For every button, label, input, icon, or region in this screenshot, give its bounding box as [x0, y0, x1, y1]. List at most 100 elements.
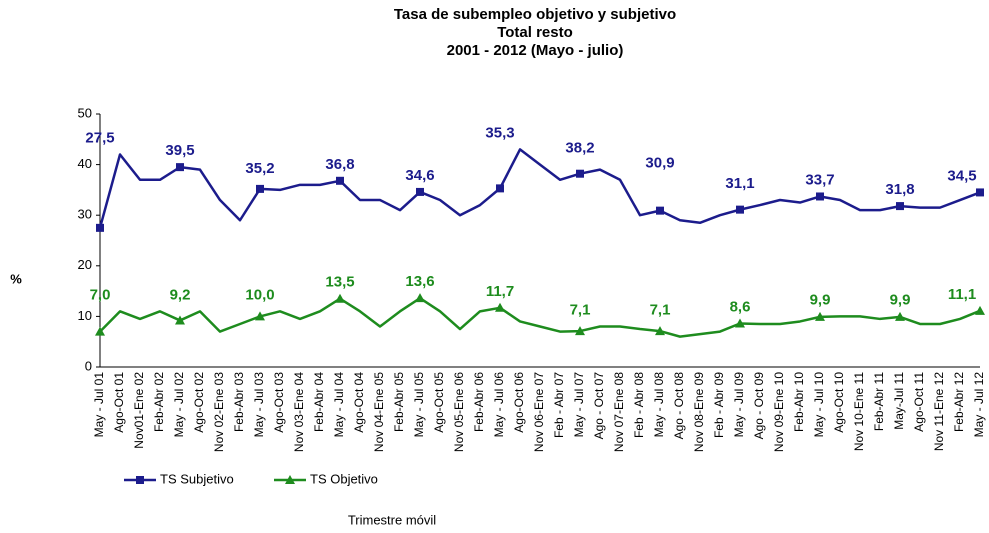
x-tick-label: May-Jul 11	[892, 372, 906, 430]
point	[736, 205, 744, 214]
data-label: 33,7	[805, 171, 834, 188]
x-tick-label: May - Jul 05	[412, 372, 426, 438]
x-tick-label: Ago-Oct 01	[112, 372, 126, 433]
point	[815, 311, 825, 321]
x-tick-label: Ago - Oct 09	[752, 372, 766, 440]
x-tick-label: Ago - Oct 08	[672, 372, 686, 440]
y-tick-label: 10	[78, 308, 92, 323]
x-tick-label: May - Jul 01	[92, 372, 106, 438]
point	[576, 169, 584, 178]
point	[335, 293, 345, 303]
data-label: 36,8	[325, 156, 354, 173]
x-tick-label: Ago - Oct 07	[592, 372, 606, 440]
legend-marker	[285, 475, 295, 484]
data-label: 31,8	[885, 181, 914, 198]
x-tick-label: May - Jul 04	[332, 372, 346, 438]
x-tick-label: Nov 02-Ene 03	[212, 372, 226, 452]
data-label: 34,5	[947, 167, 976, 184]
point	[656, 206, 664, 215]
point	[496, 184, 504, 193]
x-tick-label: Feb-Abr 04	[312, 372, 326, 432]
y-tick-label: 40	[78, 156, 92, 171]
point	[95, 326, 105, 336]
data-label: 27,5	[85, 129, 114, 146]
x-tick-label: May - Jul 03	[252, 372, 266, 438]
data-label: 38,2	[565, 140, 594, 157]
point	[176, 163, 184, 172]
point	[975, 305, 985, 315]
x-tick-label: Feb-Abr 03	[232, 372, 246, 432]
x-tick-label: Feb - Abr 08	[632, 372, 646, 438]
legend-marker	[136, 476, 144, 484]
x-tick-label: May - Jul 02	[172, 372, 186, 438]
x-tick-label: Nov 11-Ene 12	[932, 372, 946, 451]
legend-label: TS Subjetivo	[160, 471, 234, 486]
x-tick-label: Ago-Oct 02	[192, 372, 206, 433]
data-label: 13,6	[405, 273, 434, 290]
series-line	[98, 148, 981, 229]
x-tick-label: Ago-Oct 03	[272, 372, 286, 433]
point	[816, 192, 824, 201]
y-axis-label: %	[10, 271, 22, 286]
x-tick-label: Feb-Abr 10	[792, 372, 806, 432]
legend-label: TS Objetivo	[310, 471, 378, 486]
data-label: 30,9	[645, 155, 674, 172]
x-tick-label: Nov01-Ene 02	[132, 372, 146, 449]
series-line	[99, 296, 981, 338]
point	[175, 315, 185, 325]
y-tick-label: 30	[78, 207, 92, 222]
x-tick-label: May - Jul 09	[732, 372, 746, 438]
x-tick-label: Feb-Abr 11	[872, 372, 886, 431]
point	[96, 223, 104, 232]
y-tick-label: 20	[78, 257, 92, 272]
point	[895, 311, 905, 321]
x-tick-label: Nov 06-Ene 07	[532, 372, 546, 452]
data-label: 31,1	[725, 175, 754, 192]
y-tick-label: 50	[78, 105, 92, 120]
x-tick-label: Nov 10-Ene 11	[852, 372, 866, 451]
data-label: 35,3	[485, 124, 514, 141]
x-tick-label: May - Jul 08	[652, 372, 666, 438]
x-tick-label: Nov 05-Ene 06	[452, 372, 466, 452]
data-label: 9,9	[810, 291, 831, 308]
x-axis-label: Trimestre móvil	[348, 512, 436, 527]
x-tick-label: Nov 04-Ene 05	[372, 372, 386, 452]
x-tick-label: Ago-Oct 04	[352, 372, 366, 433]
point	[575, 326, 585, 336]
data-label: 10,0	[245, 286, 274, 303]
data-label: 9,9	[890, 291, 911, 308]
chart-subtitle: 2001 - 2012 (Mayo - julio)	[447, 42, 624, 59]
chart-title: Tasa de subempleo objetivo y subjetivo	[394, 6, 676, 23]
x-tick-label: Ago-Oct 10	[832, 372, 846, 433]
x-tick-label: Feb-Abr 06	[472, 372, 486, 432]
x-tick-label: Ago-Oct 05	[432, 372, 446, 433]
data-label: 7,1	[650, 301, 671, 318]
point	[976, 188, 984, 197]
data-label: 9,2	[170, 286, 191, 303]
data-label: 13,5	[325, 274, 354, 291]
y-tick-label: 0	[85, 358, 92, 373]
point	[256, 184, 264, 193]
x-tick-label: May - Jul 10	[812, 372, 826, 438]
data-label: 8,6	[730, 298, 751, 315]
x-tick-label: Nov 09-Ene 10	[772, 372, 786, 452]
point	[896, 202, 904, 211]
x-tick-label: Nov 07-Ene 08	[612, 372, 626, 452]
x-tick-label: May - Jul 12	[972, 372, 986, 438]
data-label: 11,7	[486, 283, 514, 300]
point	[255, 311, 265, 321]
point	[655, 326, 665, 336]
x-tick-label: Feb - Abr 07	[552, 372, 566, 438]
point	[336, 176, 344, 185]
x-tick-label: Feb-Abr 05	[392, 372, 406, 432]
chart-subtitle: Total resto	[497, 24, 573, 41]
data-label: 7,1	[570, 301, 591, 318]
x-tick-label: Feb-Abr 12	[952, 372, 966, 432]
x-tick-label: Feb-Abr 02	[152, 372, 166, 432]
data-label: 11,1	[948, 286, 976, 303]
data-label: 35,2	[245, 160, 274, 177]
x-tick-label: Nov 08-Ene 09	[692, 372, 706, 452]
point	[415, 293, 425, 303]
point	[735, 318, 745, 328]
